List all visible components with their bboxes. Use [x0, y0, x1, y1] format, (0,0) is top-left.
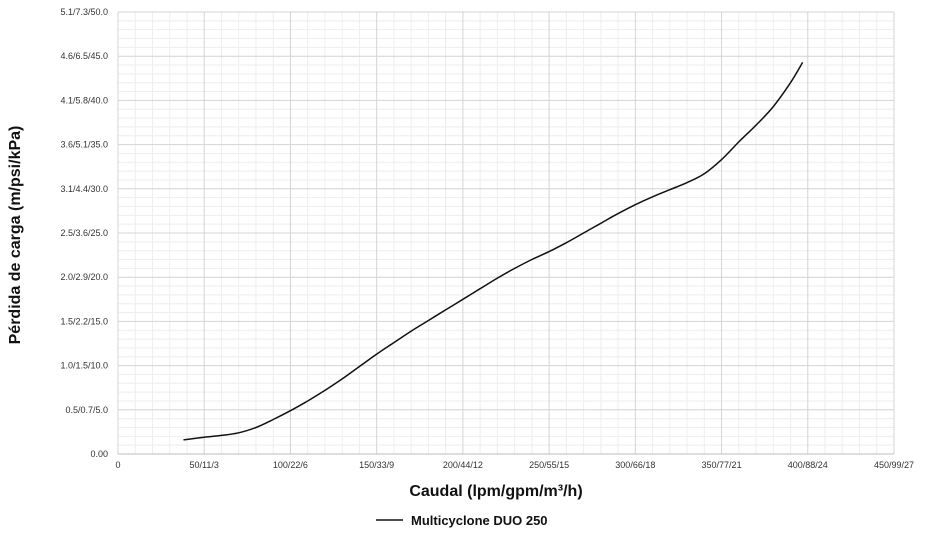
y-tick-label: 3.6/5.1/35.0: [60, 140, 108, 150]
y-tick-label: 2.5/3.6/25.0: [60, 228, 108, 238]
x-tick-label: 400/88/24: [788, 460, 828, 470]
x-tick-label: 200/44/12: [443, 460, 483, 470]
x-tick-label: 50/11/3: [190, 460, 219, 470]
y-axis-title: Pérdida de carga (m/psi/kPa): [7, 126, 24, 345]
chart-series: [183, 62, 804, 441]
x-axis-title: Caudal (lpm/gpm/m³/h): [409, 483, 582, 500]
y-tick-label: 0.5/0.7/5.0: [65, 405, 108, 415]
series-line: [183, 62, 804, 441]
x-tick-label: 100/22/6: [273, 460, 308, 470]
x-tick-label: 300/66/18: [615, 460, 655, 470]
y-tick-label: 4.1/5.8/40.0: [60, 95, 108, 105]
x-tick-label: 0: [115, 460, 120, 470]
y-tick-label: 1.5/2.2/15.0: [60, 316, 108, 326]
y-tick-label: 0.00: [90, 449, 108, 459]
x-tick-label: 150/33/9: [359, 460, 394, 470]
y-tick-label: 1.0/1.5/10.0: [60, 361, 108, 371]
chart-tick-labels: 0 50/11/3 100/22/6 150/33/9 200/44/12 250/55/…: [60, 7, 914, 470]
legend-label: Multicyclone DUO 250: [411, 513, 548, 528]
x-tick-label: 350/77/21: [702, 460, 742, 470]
y-tick-label: 2.0/2.9/20.0: [60, 272, 108, 282]
y-tick-label: 3.1/4.4/30.0: [60, 184, 108, 194]
legend: Multicyclone DUO 250: [376, 513, 548, 528]
chart-grid: [117, 11, 895, 455]
y-tick-label: 5.1/7.3/50.0: [60, 7, 108, 17]
x-tick-label: 450/99/27: [874, 460, 914, 470]
y-tick-label: 4.6/6.5/45.0: [60, 51, 108, 61]
x-tick-label: 250/55/15: [529, 460, 569, 470]
